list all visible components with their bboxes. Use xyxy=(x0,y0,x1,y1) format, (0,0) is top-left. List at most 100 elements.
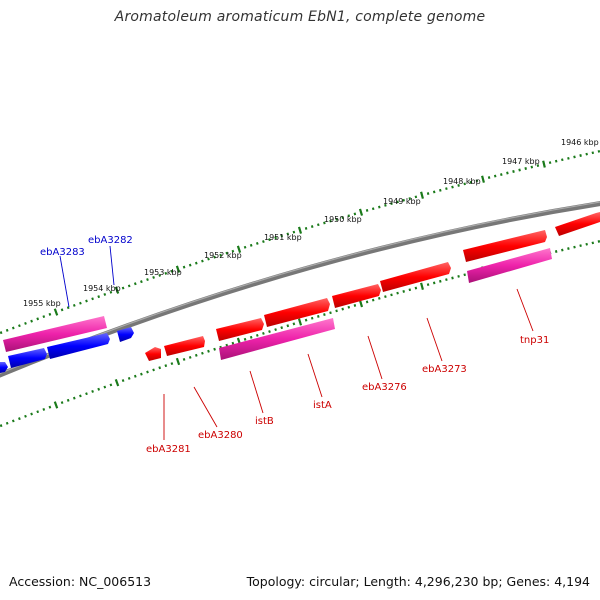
outer-tick xyxy=(536,164,540,167)
leader-ebA3276 xyxy=(367,335,383,380)
genome-summary-text: Topology: circular; Length: 4,296,230 bp… xyxy=(246,574,590,589)
inner-tick xyxy=(378,296,381,300)
outer-tick xyxy=(585,152,588,156)
forward-strand-genes xyxy=(0,212,600,373)
outer-tick xyxy=(79,301,82,305)
gene-arrow-red xyxy=(555,212,600,236)
outer-tick xyxy=(481,175,485,183)
outer-tick xyxy=(201,259,204,263)
outer-tick xyxy=(109,290,113,294)
outer-tick xyxy=(548,161,552,165)
outer-tick xyxy=(323,221,326,225)
inner-tick xyxy=(207,349,210,353)
inner-tick xyxy=(358,299,364,308)
outer-tick xyxy=(207,257,210,261)
inner-tick xyxy=(170,362,174,366)
gene-arrow-red xyxy=(264,298,330,327)
outer-tick xyxy=(133,282,137,286)
outer-tick xyxy=(493,174,497,178)
inner-tick xyxy=(213,347,216,351)
inner-tick xyxy=(310,316,314,320)
outer-tick xyxy=(127,284,131,288)
inner-tick xyxy=(48,405,52,409)
label-leader-lines xyxy=(59,245,534,440)
inner-tick xyxy=(567,247,570,250)
inner-tick xyxy=(36,410,40,414)
inner-tick xyxy=(384,295,387,299)
inner-tick xyxy=(11,419,15,423)
outer-tick xyxy=(60,308,64,312)
inner-tick xyxy=(18,417,21,421)
inner-tick xyxy=(286,324,290,328)
outer-tick xyxy=(317,223,320,227)
inner-tick xyxy=(66,398,70,402)
inner-tick xyxy=(146,370,149,374)
outer-tick xyxy=(53,308,59,316)
gene-label-ebA3280: ebA3280 xyxy=(198,430,243,441)
outer-tick xyxy=(219,253,223,257)
outer-tick xyxy=(91,297,94,301)
inner-tick xyxy=(79,394,82,398)
outer-tick xyxy=(512,170,515,173)
inner-tick xyxy=(414,286,418,290)
kbp-label-1946: 1946 kbp xyxy=(561,138,599,147)
inner-tick xyxy=(292,322,296,326)
outer-tick xyxy=(249,243,253,247)
inner-tick xyxy=(323,313,326,316)
outer-tick xyxy=(225,251,229,255)
gene-label-ebA3281: ebA3281 xyxy=(146,444,191,455)
gene-label-istB: istB xyxy=(255,416,274,427)
inner-tick xyxy=(268,330,271,334)
inner-tick xyxy=(347,305,351,309)
outer-tick xyxy=(445,187,448,191)
outer-tick xyxy=(213,255,216,259)
outer-tick xyxy=(591,151,595,155)
inner-tick xyxy=(60,401,64,405)
inner-tick xyxy=(231,341,235,345)
outer-tick xyxy=(18,324,21,328)
leader-ebA3283 xyxy=(59,255,70,308)
outer-tick xyxy=(280,234,284,238)
outer-tick xyxy=(310,225,314,228)
inner-tick xyxy=(554,250,558,253)
accession-text: Accession: NC_006513 xyxy=(9,574,152,589)
gene-label-ebA3276: ebA3276 xyxy=(362,382,407,393)
outer-tick xyxy=(390,202,393,206)
outer-tick xyxy=(542,160,546,168)
inner-tick xyxy=(53,401,59,409)
inner-tick xyxy=(591,241,595,245)
leader-istA xyxy=(307,353,323,398)
inner-tick xyxy=(109,383,113,387)
inner-tick xyxy=(408,288,412,292)
inner-tick xyxy=(140,372,143,376)
inner-tick xyxy=(194,353,198,357)
inner-tick xyxy=(114,379,120,387)
outer-tick xyxy=(358,208,364,216)
outer-tick xyxy=(36,317,40,321)
outer-tick xyxy=(365,209,369,212)
kbp-label-1954: 1954 kbp xyxy=(83,284,121,293)
outer-tick xyxy=(506,171,509,175)
inner-tick xyxy=(426,283,430,287)
gene-arrow-red xyxy=(463,230,547,262)
kbp-label-1949: 1949 kbp xyxy=(383,197,421,206)
map-title: Aromatoleum aromaticum EbN1, complete ge… xyxy=(114,9,486,25)
inner-tick xyxy=(579,244,582,248)
inner-tick xyxy=(42,407,46,411)
gene-label-istA: istA xyxy=(313,400,332,411)
reverse-strand-genes xyxy=(3,248,552,360)
outer-tick xyxy=(579,154,582,157)
outer-tick xyxy=(469,180,473,184)
outer-tick xyxy=(255,241,259,245)
outer-tick xyxy=(286,232,290,236)
kbp-label-1951: 1951 kbp xyxy=(264,233,302,242)
inner-tick xyxy=(365,300,369,304)
outer-tick xyxy=(188,263,192,267)
inner-tick xyxy=(5,421,9,425)
outer-tick xyxy=(170,269,174,273)
outer-tick xyxy=(66,306,70,310)
inner-tick xyxy=(152,368,155,372)
inner-tick xyxy=(451,276,454,280)
inner-tick xyxy=(304,318,308,322)
outer-tick xyxy=(475,179,479,183)
